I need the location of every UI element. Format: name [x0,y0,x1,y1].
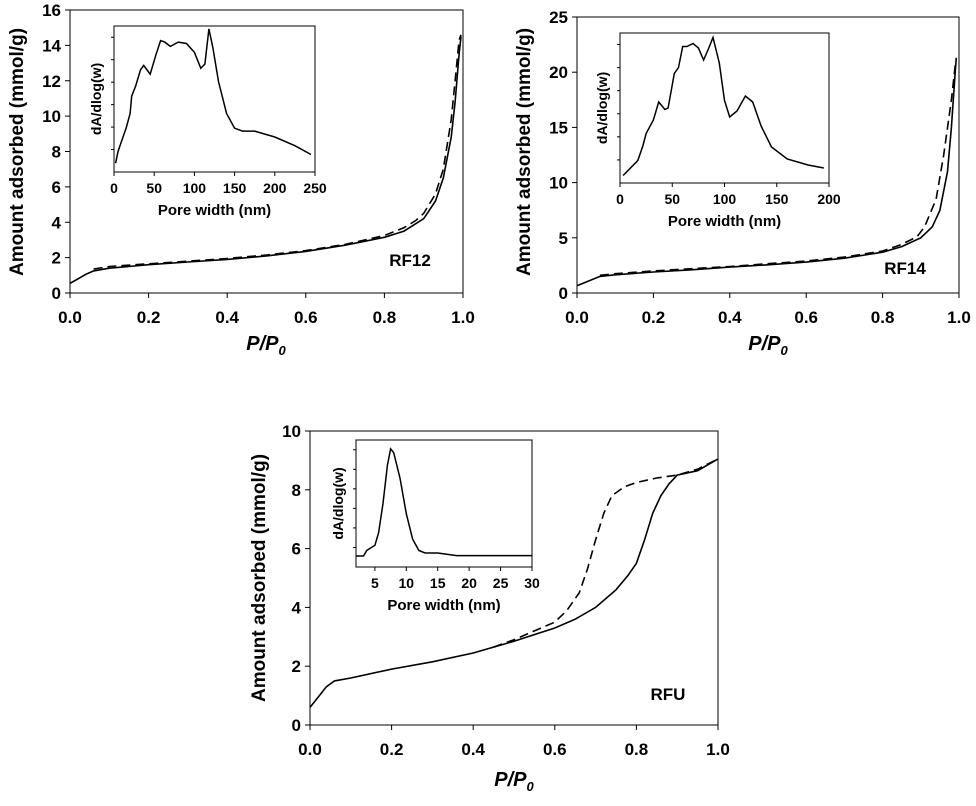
y-tick-label: 12 [42,72,61,91]
panel-rf12: 0.0 0.2 0.4 0.6 0.8 1.0 0 2 4 6 8 10 12 14 16 Amount ad… [7,1,475,358]
y-tick-label: 14 [42,36,61,55]
x-axis-label-subscript: 0 [527,779,535,794]
x-axis-label-subscript: 0 [279,343,287,358]
y-tick-label: 10 [282,422,301,441]
x-tick-label: 1.0 [947,308,971,327]
x-tick-label: 1.0 [706,740,730,759]
inset-x-tick-label: 0 [616,191,624,207]
y-tick-label: 10 [42,107,61,126]
inset-x-tick-label: 5 [371,575,379,591]
y-tick-label: 20 [549,63,568,82]
inset-x-axis-label: Pore width (nm) [668,213,781,230]
inset-frame [355,439,533,568]
inset-x-tick-label: 150 [765,191,789,207]
panel-rf14: 0.0 0.2 0.4 0.6 0.8 1.0 0 5 10 15 20 25 Amount adsor… [514,8,971,358]
y-axis-label: Amount adsorbed (mmol/g) [249,454,270,702]
y-tick-label: 2 [292,657,301,676]
x-tick-label: 1.0 [451,308,475,327]
inset-x-tick-label: 50 [664,191,680,207]
plot-frame [309,430,719,726]
inset-pore-size-distribution: 0 50 100 150 200 Pore width (nm) dA/dlog(w) [594,32,841,230]
inset-distribution-line [356,447,532,557]
x-tick-label: 0.0 [58,308,82,327]
y-tick-label: 5 [559,229,568,248]
y-tick-label: 0 [52,284,61,303]
y-tick-label: 15 [549,118,568,137]
x-tick-label: 0.2 [642,308,666,327]
sample-label: RFU [651,685,686,704]
adsorption-line [576,57,958,287]
y-tick-label: 25 [549,8,568,27]
x-tick-label: 0.0 [298,740,322,759]
y-tick-label: 4 [52,213,62,232]
y-tick-label: 4 [292,598,302,617]
x-axis-label-main: P/P [494,769,527,791]
inset-frame [113,25,316,173]
desorption-line [599,58,958,277]
inset-x-tick-label: 50 [146,180,162,196]
plot-frame [576,16,960,294]
x-axis-label-main: P/P [748,333,781,355]
y-tick-label: 16 [42,1,61,20]
x-tick-label: 0.4 [718,308,742,327]
inset-x-tick-label: 25 [493,575,509,591]
inset-x-tick-label: 100 [183,180,207,196]
x-axis-label: P/P0 [748,333,788,358]
x-axis-label-main: P/P [246,333,279,355]
inset-x-axis-label: Pore width (nm) [158,202,271,219]
x-tick-label: 0.2 [380,740,404,759]
inset-pore-size-distribution: 0 50 100 150 200 250 Pore width (nm) dA/dlog(w) [88,25,327,219]
y-tick-label: 0 [559,284,568,303]
inset-y-axis-label: dA/dlog(w) [88,63,104,135]
desorption-line [493,458,719,648]
inset-x-axis-label: Pore width (nm) [387,597,500,614]
x-tick-label: 0.6 [794,308,818,327]
inset-distribution-line [622,35,824,177]
inset-x-tick-label: 100 [713,191,737,207]
x-axis-label: P/P0 [494,769,534,794]
desorption-line [93,34,462,270]
inset-x-tick-label: 250 [303,180,327,196]
inset-x-tick-label: 20 [461,575,477,591]
y-tick-label: 2 [52,249,61,268]
y-tick-label: 8 [292,481,301,500]
inset-pore-size-distribution: 5 10 15 20 25 30 Pore width (nm) dA/dlog(w) [330,439,540,614]
y-tick-label: 6 [292,540,301,559]
x-tick-label: 0.4 [215,308,239,327]
sample-label: RF12 [389,251,431,270]
panel-rfu: 0.0 0.2 0.4 0.6 0.8 1.0 0 2 4 6 8 10 Amount adsorbed… [249,422,730,794]
y-tick-label: 10 [549,174,568,193]
inset-x-tick-label: 150 [223,180,247,196]
inset-y-axis-label: dA/dlog(w) [330,467,346,539]
inset-x-tick-label: 10 [398,575,414,591]
x-tick-label: 0.6 [294,308,318,327]
x-tick-label: 0.4 [461,740,485,759]
y-tick-label: 0 [292,716,301,735]
x-tick-label: 0.6 [543,740,567,759]
x-tick-label: 0.8 [625,740,649,759]
x-axis-label-subscript: 0 [781,343,789,358]
y-tick-label: 6 [52,178,61,197]
x-tick-label: 0.0 [565,308,589,327]
x-tick-label: 0.8 [871,308,895,327]
y-axis-label: Amount adsorbed (mmol/g) [7,28,28,276]
inset-x-tick-label: 0 [110,180,118,196]
inset-x-tick-label: 200 [817,191,841,207]
inset-distribution-line [114,28,312,164]
y-tick-label: 8 [52,143,61,162]
inset-frame [619,32,830,184]
sample-label: RF14 [884,259,926,278]
adsorption-line [309,458,719,708]
x-tick-label: 0.2 [137,308,161,327]
x-axis-label: P/P0 [246,333,286,358]
inset-x-tick-label: 15 [430,575,446,591]
inset-x-tick-label: 200 [263,180,287,196]
x-tick-label: 0.8 [373,308,397,327]
y-axis-label: Amount adsorbed (mmol/g) [514,28,535,276]
inset-x-tick-label: 30 [524,575,540,591]
inset-y-axis-label: dA/dlog(w) [594,72,610,144]
